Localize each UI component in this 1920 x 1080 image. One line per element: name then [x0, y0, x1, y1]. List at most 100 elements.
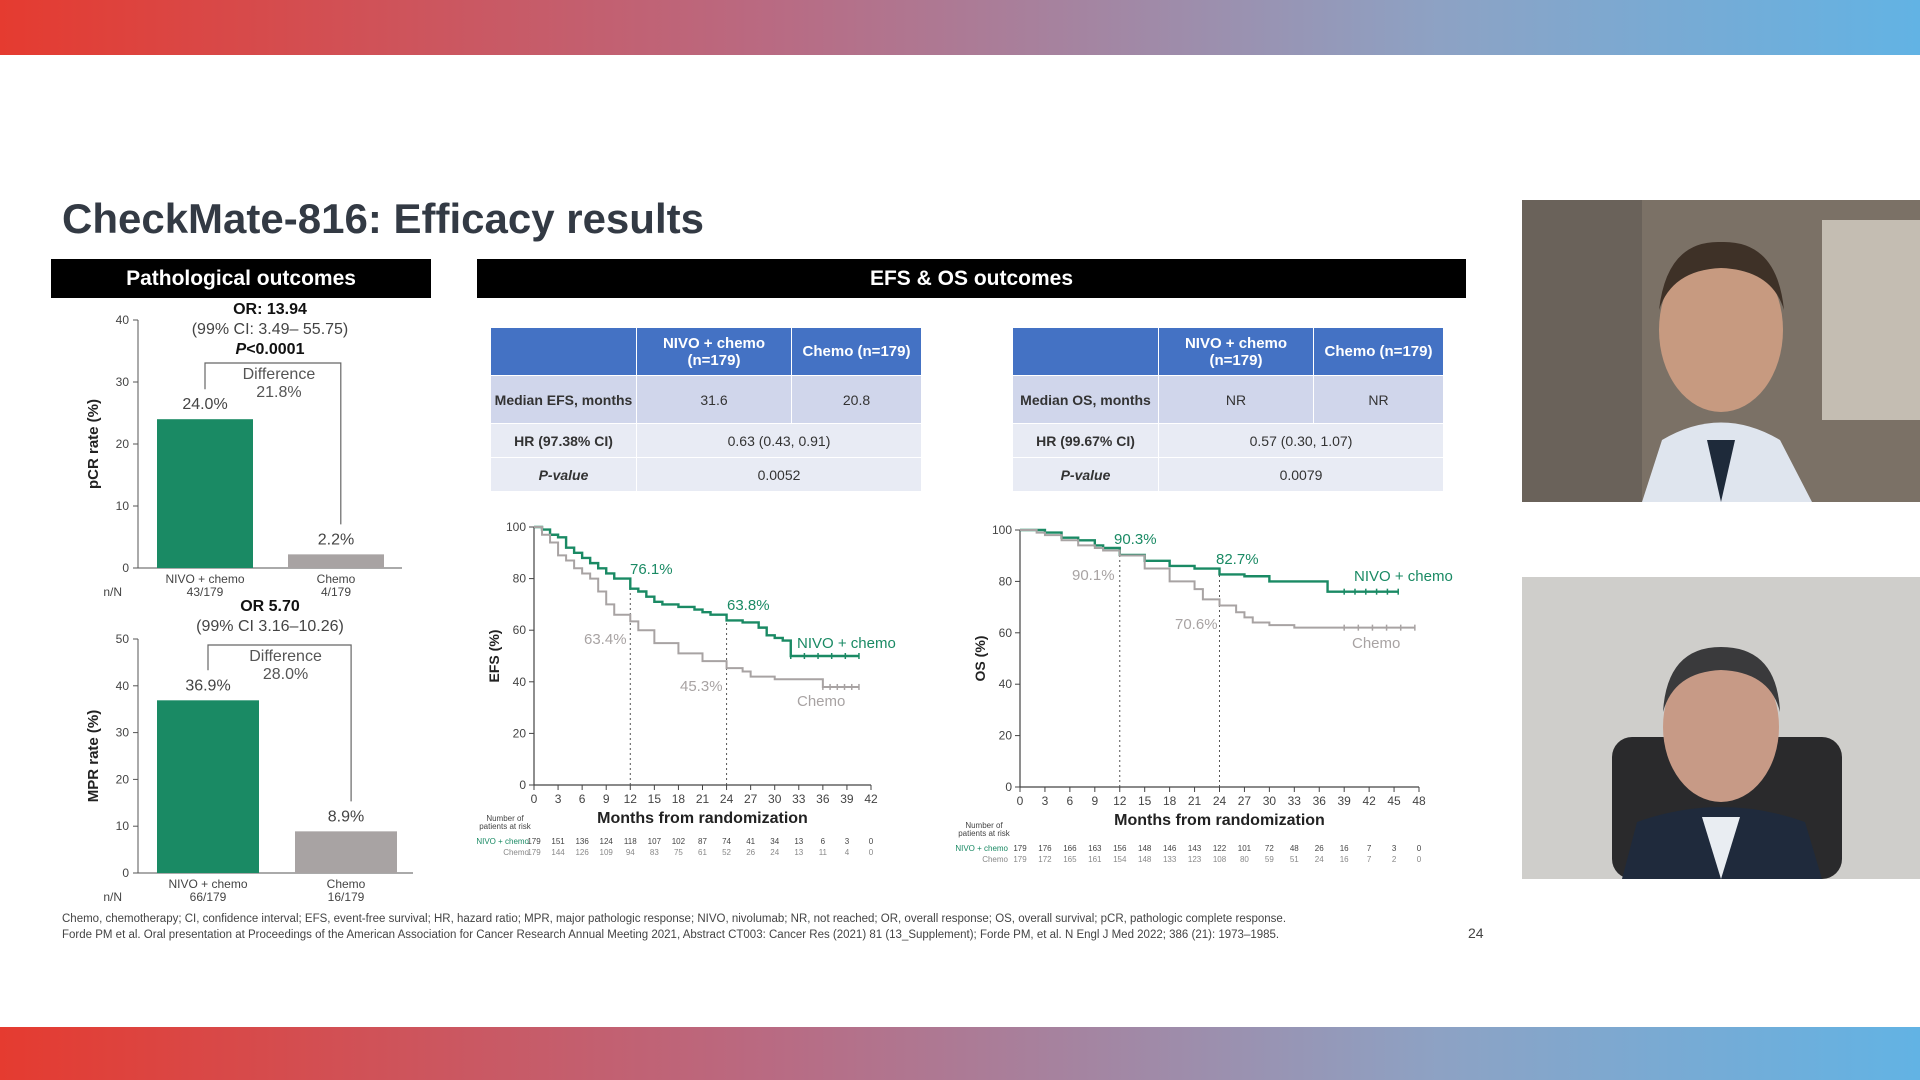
pcr-chart-y-tick-label: 0	[122, 561, 129, 575]
os-chart-risk-nivo-value: 48	[1290, 844, 1299, 853]
mpr-chart-bar-nivo	[157, 700, 259, 873]
os-chart-series-label-nivo: NIVO + chemo	[1354, 568, 1453, 585]
pcr-chart-category-label: Chemo	[317, 572, 356, 586]
pathological-outcomes-header: Pathological outcomes	[51, 259, 431, 298]
mpr-chart-category-label: Chemo	[327, 877, 366, 891]
footnote-abbreviations: Chemo, chemotherapy; CI, confidence inte…	[62, 913, 1287, 925]
efs-chart-risk-chemo-value: 126	[575, 848, 589, 857]
os-chart-annotation: 70.6%	[1175, 616, 1218, 633]
efs-chart-risk-chemo-value: 94	[626, 848, 635, 857]
efs-chart-series-chemo	[534, 526, 859, 688]
efs-chart-y-tick-label: 20	[513, 726, 527, 740]
efs-chart-risk-chemo-value: 75	[674, 848, 683, 857]
efs-chart-x-tick-label: 9	[603, 792, 610, 806]
os-hr-value: 0.57 (0.30, 1.07)	[1158, 423, 1444, 458]
pcr-chart-difference-bracket	[204, 362, 342, 525]
pcr-chart-category-label: NIVO + chemo	[165, 572, 244, 586]
os-median-nivo: NR	[1158, 375, 1314, 424]
os-chart-y-tick-label: 20	[999, 729, 1013, 743]
os-chart-risk-label-chemo: Chemo	[982, 855, 1008, 864]
efs-chart-risk-header-2: patients at risk	[479, 822, 532, 831]
efs-pvalue: 0.0052	[636, 457, 922, 492]
efs-chart-risk-nivo-value: 3	[845, 837, 850, 846]
mpr-chart-y-axis-label: MPR rate (%)	[85, 710, 102, 803]
mpr-chart-y-tick-label: 40	[116, 679, 130, 693]
efs-chart-series-label-nivo: NIVO + chemo	[797, 635, 896, 652]
os-chart-risk-nivo-value: 26	[1315, 844, 1324, 853]
efs-chart-x-tick-label: 3	[555, 792, 562, 806]
os-hr-label: HR (99.67% CI)	[1012, 423, 1159, 458]
efs-chart-risk-nivo-value: 41	[746, 837, 755, 846]
efs-chart-x-tick-label: 36	[816, 792, 830, 806]
os-chart-risk-chemo-value: 108	[1213, 855, 1227, 864]
os-chart-risk-nivo-value: 16	[1340, 844, 1349, 853]
os-chart-annotation: 90.1%	[1072, 567, 1115, 584]
mpr-chart-nn-value: 66/179	[190, 890, 227, 904]
efs-chart-risk-label-chemo: Chemo	[503, 848, 529, 857]
os-chart-x-tick-label: 6	[1067, 794, 1074, 808]
os-chart-risk-nivo-value: 163	[1088, 844, 1102, 853]
table-corner	[490, 327, 637, 376]
efs-chart-risk-chemo-value: 61	[698, 848, 707, 857]
pcr-chart-y-tick-label: 30	[116, 375, 130, 389]
os-pvalue-label: P-value	[1012, 457, 1159, 492]
efs-chart-risk-nivo-value: 151	[551, 837, 565, 846]
pcr-chart-bar-nivo	[157, 419, 253, 568]
speaker-video-2	[1522, 577, 1920, 879]
os-chart-x-tick-label: 12	[1113, 794, 1127, 808]
slide-title: CheckMate-816: Efficacy results	[62, 195, 704, 242]
os-chart-risk-nivo-value: 122	[1213, 844, 1227, 853]
efs-chart-x-tick-label: 33	[792, 792, 806, 806]
efs-hr-label: HR (97.38% CI)	[490, 423, 637, 458]
os-chart-risk-chemo-value: 0	[1417, 855, 1422, 864]
efs-chart-risk-chemo-value: 52	[722, 848, 731, 857]
os-chart-risk-chemo-value: 2	[1392, 855, 1397, 864]
mpr-chart-difference-label: Difference	[249, 648, 322, 665]
os-chart-risk-nivo-value: 101	[1238, 844, 1252, 853]
os-chart-risk-nivo-value: 72	[1265, 844, 1274, 853]
mpr-chart-ci-text: (99% CI 3.16–10.26)	[196, 618, 344, 635]
mpr-chart-bar-chemo	[295, 831, 397, 873]
efs-chart-annotation: 76.1%	[630, 561, 673, 578]
efs-chart-risk-chemo-value: 11	[819, 848, 828, 857]
mpr-chart-nn-value: 16/179	[328, 890, 365, 904]
pcr-chart-nn-value: 43/179	[187, 585, 224, 599]
os-chart-y-axis-label: OS (%)	[972, 636, 988, 682]
speaker-1-silhouette	[1522, 200, 1920, 502]
efs-chart-risk-chemo-value: 0	[869, 848, 874, 857]
top-color-band	[0, 0, 1920, 55]
os-chart-x-tick-label: 33	[1288, 794, 1302, 808]
os-chart-risk-nivo-value: 0	[1417, 844, 1422, 853]
os-chart-y-tick-label: 80	[999, 574, 1013, 588]
os-chart-x-tick-label: 48	[1412, 794, 1426, 808]
efs-chart-risk-chemo-value: 144	[551, 848, 565, 857]
os-chart-risk-chemo-value: 51	[1290, 855, 1299, 864]
os-chart-x-tick-label: 0	[1017, 794, 1024, 808]
efs-chart-risk-nivo-value: 6	[821, 837, 826, 846]
pcr-chart-y-tick-label: 40	[116, 313, 130, 327]
efs-chart-annotation: 63.4%	[584, 631, 627, 648]
efs-chart-risk-label-nivo: NIVO + chemo	[476, 837, 529, 846]
efs-pvalue-label: P-value	[490, 457, 637, 492]
efs-chart-risk-nivo-value: 107	[648, 837, 662, 846]
footnote-references: Forde PM et al. Oral presentation at Pro…	[62, 929, 1280, 941]
efs-chart-risk-nivo-value: 0	[869, 837, 874, 846]
efs-median-chemo: 20.8	[791, 375, 922, 424]
efs-chart-x-tick-label: 18	[672, 792, 686, 806]
os-chart-risk-chemo-value: 24	[1315, 855, 1324, 864]
os-chart-x-tick-label: 9	[1091, 794, 1098, 808]
os-chart-y-tick-label: 0	[1005, 780, 1012, 794]
os-chart-series-label-chemo: Chemo	[1352, 635, 1400, 652]
pcr-chart-value-label: 2.2%	[318, 531, 354, 548]
efs-chart-y-axis-label: EFS (%)	[486, 630, 502, 683]
efs-chart-x-tick-label: 42	[864, 792, 878, 806]
efs-chart-risk-nivo-value: 136	[575, 837, 589, 846]
os-chart-risk-chemo-value: 154	[1113, 855, 1127, 864]
os-chart-risk-nivo-value: 176	[1038, 844, 1052, 853]
efs-chart-y-tick-label: 60	[513, 623, 527, 637]
efs-chart-series-label-chemo: Chemo	[797, 693, 845, 710]
efs-chart-risk-nivo-value: 74	[722, 837, 731, 846]
efs-summary-table: NIVO + chemo (n=179) Chemo (n=179) Media…	[490, 327, 922, 492]
os-chart-annotation: 90.3%	[1114, 531, 1157, 548]
pcr-chart-y-tick-label: 20	[116, 437, 130, 451]
